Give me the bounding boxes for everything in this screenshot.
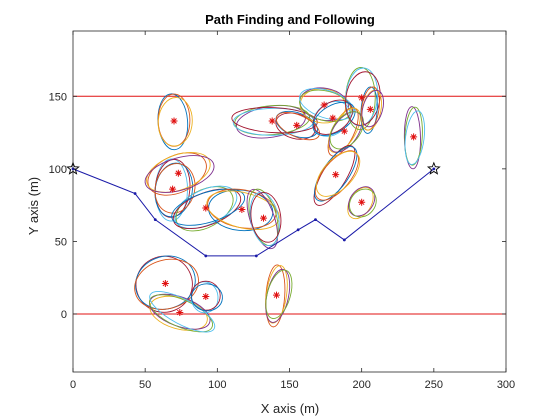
obstacle-center-marker	[358, 94, 366, 102]
obstacle-ellipse	[171, 188, 246, 226]
obstacle-center-marker	[358, 198, 366, 206]
y-axis-title: Y axis (m)	[26, 177, 41, 235]
path-waypoint	[133, 192, 137, 195]
obstacle-center-marker	[320, 101, 328, 109]
axes-box	[72, 30, 507, 373]
obstacle-center-marker	[366, 105, 374, 113]
obstacle-ellipse	[191, 283, 223, 312]
obstacle-ellipse	[349, 188, 377, 218]
goal-star	[426, 161, 441, 175]
x-tick-label: 0	[70, 379, 76, 391]
obstacle-ellipse	[404, 106, 423, 166]
obstacle-ellipse	[316, 150, 361, 197]
obstacle-center-marker	[161, 279, 169, 287]
obstacle-center-marker	[260, 214, 268, 222]
obstacle-center-marker	[202, 293, 210, 301]
obstacle-center-marker	[170, 117, 178, 125]
obstacle-center-marker	[202, 204, 210, 212]
obstacle-center-marker	[176, 309, 184, 317]
obstacle-ellipse	[404, 110, 426, 165]
x-tick-label: 150	[280, 379, 298, 391]
obstacle-ellipse	[134, 258, 199, 310]
y-tick-label: 0	[61, 309, 67, 321]
obstacle-center-marker	[174, 169, 182, 177]
x-tick-label: 300	[497, 379, 515, 391]
x-tick-label: 200	[352, 379, 370, 391]
obstacle-ellipse	[329, 111, 364, 150]
y-tick-label: 50	[55, 236, 67, 248]
obstacle-ellipse	[312, 101, 356, 136]
obstacle-ellipse	[146, 152, 211, 193]
obstacle-ellipse	[208, 189, 274, 232]
plot-area: 0 50 100 150 200 250 300 0 50 100 150	[49, 30, 515, 391]
x-tick-label: 50	[139, 379, 151, 391]
obstacle-ellipse	[299, 88, 354, 121]
path-waypoint	[254, 254, 258, 258]
obstacle-center-marker	[238, 205, 246, 213]
path-waypoint	[432, 167, 436, 171]
path-waypoint	[342, 238, 346, 242]
path-waypoint	[153, 218, 157, 222]
obstacle-ellipse	[265, 269, 293, 319]
obstacle-center-marker	[410, 133, 418, 141]
chart-title: Path Finding and Following	[205, 12, 375, 27]
obstacle-ellipse	[149, 291, 216, 333]
obstacle-center-marker	[340, 127, 348, 135]
obstacle-ellipse	[403, 106, 421, 170]
obstacle-ellipse	[249, 191, 280, 247]
path-waypoint	[296, 228, 300, 232]
path-waypoint	[204, 254, 208, 258]
x-tick-label: 100	[208, 379, 226, 391]
obstacle-ellipse	[174, 185, 238, 229]
x-axis-title: X axis (m)	[261, 401, 320, 416]
obstacle-center-marker	[268, 117, 276, 125]
obstacle-center-marker	[329, 114, 337, 122]
obstacle-center-marker	[332, 171, 340, 179]
obstacle-ellipse	[250, 192, 282, 243]
obstacle-center-marker	[169, 185, 177, 193]
obstacle-ellipse	[348, 186, 376, 217]
path-waypoint	[314, 218, 317, 222]
obstacle-ellipse	[275, 112, 320, 141]
obstacle-ellipse	[265, 265, 288, 324]
x-tick-label: 250	[425, 379, 443, 391]
y-tick-label: 100	[49, 164, 67, 176]
y-tick-label: 150	[49, 91, 67, 103]
obstacle-ellipse	[157, 97, 193, 147]
start-star	[66, 161, 80, 175]
obstacle-ellipse	[144, 155, 215, 193]
obstacle-ellipse	[361, 89, 384, 128]
obstacle-center-marker	[293, 121, 301, 129]
obstacle-center-marker	[273, 291, 281, 299]
